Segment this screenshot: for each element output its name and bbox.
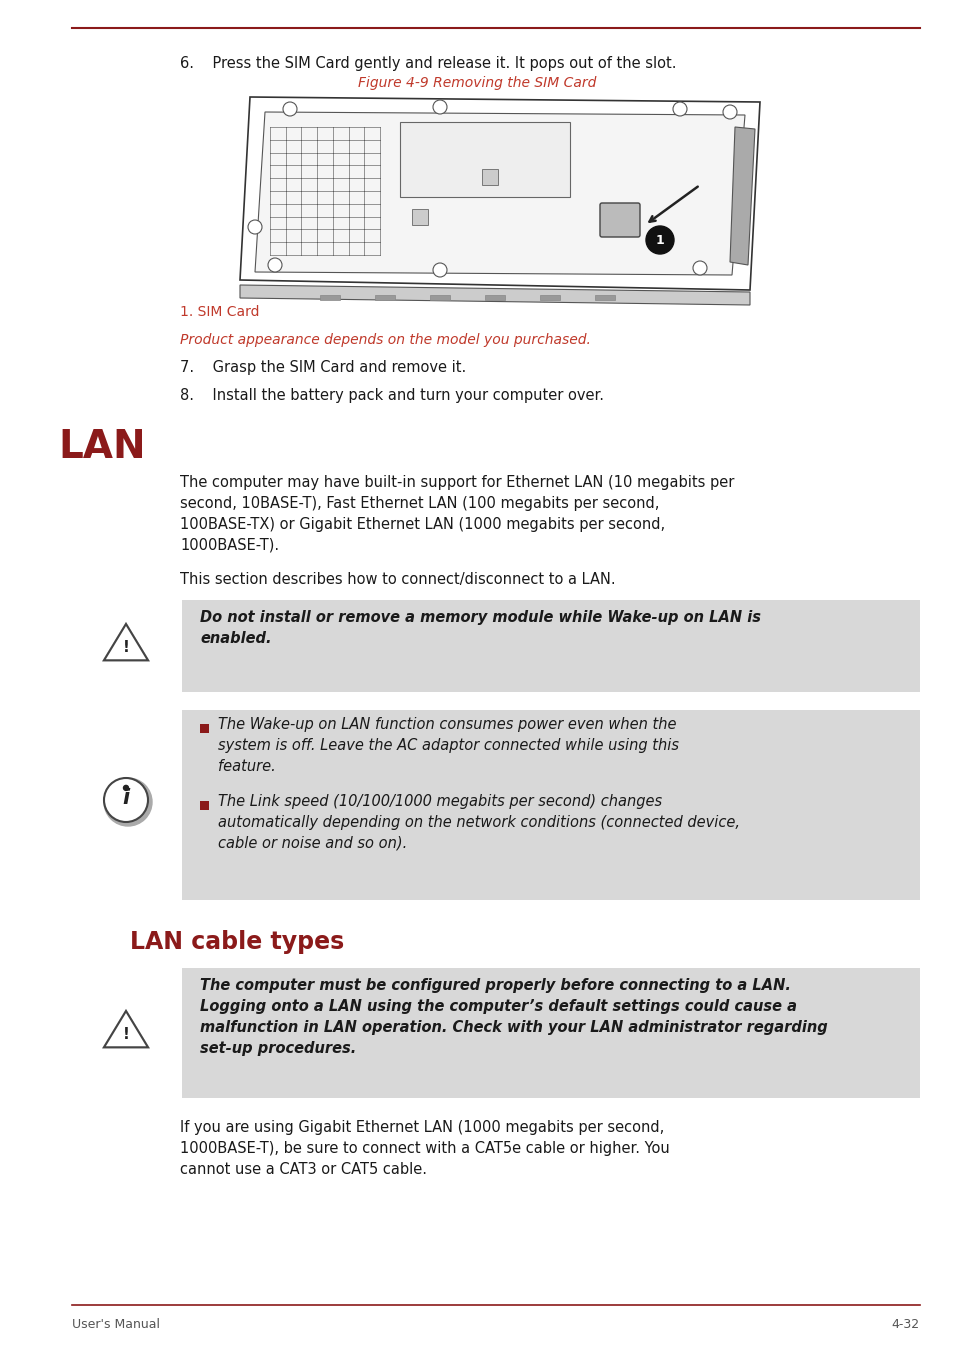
Text: LAN cable types: LAN cable types <box>130 929 344 954</box>
Text: The Wake-up on LAN function consumes power even when the
system is off. Leave th: The Wake-up on LAN function consumes pow… <box>218 717 679 773</box>
Text: 7.    Grasp the SIM Card and remove it.: 7. Grasp the SIM Card and remove it. <box>180 360 466 375</box>
Text: 6.    Press the SIM Card gently and release it. It pops out of the slot.: 6. Press the SIM Card gently and release… <box>180 56 676 71</box>
Polygon shape <box>729 126 754 265</box>
Text: The computer may have built-in support for Ethernet LAN (10 megabits per
second,: The computer may have built-in support f… <box>180 475 734 553</box>
Text: Do not install or remove a memory module while Wake-up on LAN is
enabled.: Do not install or remove a memory module… <box>200 611 760 646</box>
FancyBboxPatch shape <box>539 295 559 300</box>
Text: 1. SIM Card: 1. SIM Card <box>180 305 259 319</box>
Text: 1: 1 <box>655 234 663 246</box>
Polygon shape <box>240 285 749 305</box>
Circle shape <box>433 100 447 114</box>
FancyBboxPatch shape <box>319 295 339 300</box>
Circle shape <box>248 221 262 234</box>
FancyBboxPatch shape <box>484 295 504 300</box>
Circle shape <box>268 258 282 272</box>
Polygon shape <box>104 1011 148 1048</box>
Text: The Link speed (10/100/1000 megabits per second) changes
automatically depending: The Link speed (10/100/1000 megabits per… <box>218 794 740 851</box>
Polygon shape <box>104 624 148 660</box>
Text: Figure 4-9 Removing the SIM Card: Figure 4-9 Removing the SIM Card <box>357 77 596 90</box>
Circle shape <box>433 264 447 277</box>
Polygon shape <box>254 112 744 274</box>
Circle shape <box>104 777 152 826</box>
FancyBboxPatch shape <box>599 203 639 237</box>
Polygon shape <box>102 1009 150 1048</box>
Text: !: ! <box>122 1026 130 1041</box>
FancyBboxPatch shape <box>430 295 450 300</box>
FancyBboxPatch shape <box>182 600 919 691</box>
Text: LAN: LAN <box>58 428 146 465</box>
FancyBboxPatch shape <box>200 802 209 810</box>
Text: The computer must be configured properly before connecting to a LAN.
Logging ont: The computer must be configured properly… <box>200 978 827 1056</box>
Text: i: i <box>122 788 130 808</box>
Text: User's Manual: User's Manual <box>71 1318 160 1332</box>
Polygon shape <box>240 97 760 291</box>
FancyBboxPatch shape <box>595 295 615 300</box>
Text: This section describes how to connect/disconnect to a LAN.: This section describes how to connect/di… <box>180 572 615 586</box>
Text: Product appearance depends on the model you purchased.: Product appearance depends on the model … <box>180 334 590 347</box>
FancyBboxPatch shape <box>412 208 428 225</box>
FancyBboxPatch shape <box>182 968 919 1098</box>
Circle shape <box>283 102 296 116</box>
FancyBboxPatch shape <box>481 169 497 186</box>
FancyBboxPatch shape <box>182 710 919 900</box>
Text: 4-32: 4-32 <box>891 1318 919 1332</box>
Circle shape <box>104 777 148 822</box>
Circle shape <box>123 785 129 791</box>
Polygon shape <box>102 621 150 662</box>
Circle shape <box>672 102 686 116</box>
Text: !: ! <box>122 640 130 655</box>
FancyBboxPatch shape <box>200 724 209 733</box>
Circle shape <box>722 105 737 118</box>
Text: 8.    Install the battery pack and turn your computer over.: 8. Install the battery pack and turn you… <box>180 387 603 404</box>
FancyBboxPatch shape <box>399 122 569 196</box>
FancyBboxPatch shape <box>375 295 395 300</box>
Circle shape <box>692 261 706 274</box>
Text: If you are using Gigabit Ethernet LAN (1000 megabits per second,
1000BASE-T), be: If you are using Gigabit Ethernet LAN (1… <box>180 1120 669 1177</box>
Circle shape <box>645 226 673 254</box>
